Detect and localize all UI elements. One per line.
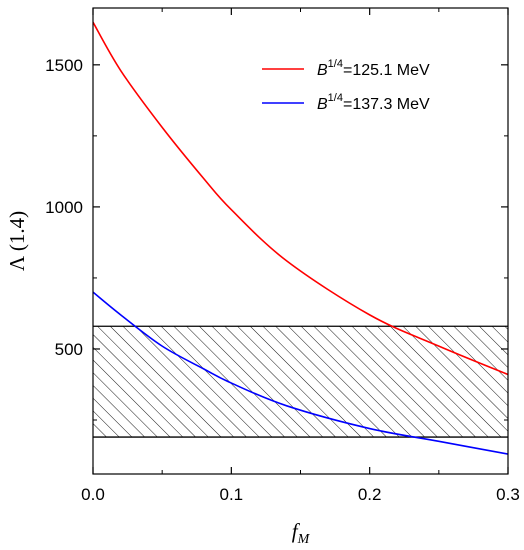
- legend: B1/4=125.1 MeV B1/4=137.3 MeV: [262, 58, 430, 113]
- y-tick-label: 1500: [45, 56, 83, 75]
- x-tick-label: 0.3: [496, 485, 520, 504]
- legend-label-1: B1/4=125.1 MeV: [317, 58, 430, 79]
- y-tick-label: 500: [55, 340, 83, 359]
- y-axis-label: Λ (1.4): [5, 211, 29, 271]
- x-tick-label: 0.0: [81, 485, 105, 504]
- series-group: [93, 21, 508, 455]
- x-tick-label: 0.2: [358, 485, 382, 504]
- series-line-1: [93, 21, 508, 376]
- ticks-group: 0.0 0.1 0.2 0.3 500 1000 1500: [45, 8, 520, 504]
- x-axis-label-subscript: M: [297, 532, 311, 547]
- legend-label-2: B1/4=137.3 MeV: [317, 92, 430, 113]
- hatched-band: [93, 326, 508, 438]
- y-tick-label: 1000: [45, 198, 83, 217]
- x-axis-label-base: f: [292, 519, 301, 543]
- series-line-2: [93, 291, 508, 455]
- x-tick-label: 0.1: [220, 485, 244, 504]
- x-axis-label: fM: [292, 519, 311, 547]
- hatched-band-group: [93, 325, 508, 438]
